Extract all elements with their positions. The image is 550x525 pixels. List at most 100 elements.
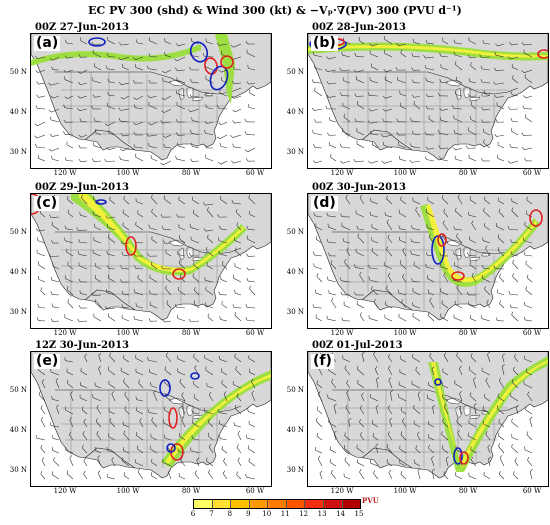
wind-barb [326,56,337,60]
barb-flag [246,49,248,53]
wind-barb [52,447,60,454]
barb-flag [148,122,152,126]
wind-barb [401,299,407,309]
barb-flag [37,155,39,159]
wind-barb [400,355,407,363]
barb-flag [497,155,499,159]
barb-staff [315,292,323,296]
barb-flag [400,471,403,475]
barb-staff [524,77,533,84]
barb-flag [222,470,225,474]
wind-barb [325,68,337,73]
barb-staff [247,228,256,231]
wind-barb [219,435,228,441]
barb-staff [150,293,158,296]
barb-flag [122,421,124,425]
wind-barb [79,290,88,296]
barb-staff [372,436,379,441]
barb-flag [135,198,137,202]
barb-flag [368,315,370,319]
wind-barb [369,77,379,84]
lat-label: 30 N [9,148,27,156]
negative-advection-contour [190,372,200,380]
wind-barb [189,94,200,98]
barb-staff [221,383,228,389]
wind-barb [440,64,449,71]
wind-barb [357,233,365,244]
barb-staff [385,95,393,99]
barb-flag [118,107,121,111]
wind-barb [511,127,519,136]
panel-c: 00Z 29-Jun-2013 (c) 50 N 40 N 30 N 120 W 100… [5,182,272,342]
barb-staff [457,197,463,205]
barb-staff [442,397,449,402]
barb-flag [248,355,250,359]
wind-barb [312,51,323,58]
wind-barb [367,120,379,124]
barb-flag [484,196,486,200]
barb-flag [178,472,180,477]
barb-staff [246,437,256,441]
wind-barb [359,194,365,205]
barb-staff [412,291,421,296]
barb-flag [64,314,66,318]
barb-flag [399,260,402,264]
barb-flag [344,432,346,436]
barb-flag [328,141,330,146]
barb-flag [315,289,317,294]
wind-barb [526,431,533,441]
barb-flag [92,249,94,254]
barb-flag [497,289,499,293]
wind-barb [234,353,242,363]
barb-staff [194,473,200,480]
barb-staff [498,380,505,389]
barb-flag [397,289,400,293]
wind-barb [111,457,116,467]
wind-barb [399,445,407,454]
wind-barb [497,289,505,296]
barb-staff [177,371,186,376]
map-frame: (a) [30,33,272,169]
wind-barb [137,210,144,218]
barb-staff [513,474,519,480]
barb-staff [52,134,60,137]
wind-barb [135,354,144,363]
wind-barb [64,76,74,84]
barb-staff [53,460,60,467]
barb-staff [361,354,365,363]
wind-barb [355,248,365,257]
colorbar-swatch [194,500,213,508]
wind-barb [510,117,519,123]
colorbar-tick: 7 [209,510,214,518]
barb-staff [327,215,337,218]
barb-staff [106,160,116,163]
barb-staff [511,130,519,136]
wind-barb [66,368,74,376]
wind-barb [208,392,214,402]
wind-barb [328,117,337,123]
wind-barb [135,368,144,376]
barb-flag [35,228,39,232]
barb-flag [521,70,525,74]
barb-flag [339,143,342,147]
barb-flag [108,408,110,412]
barb-staff [443,355,449,363]
barb-flag [453,129,455,134]
barb-flag [466,291,469,296]
barb-staff [526,213,533,218]
barb-staff [417,470,421,480]
barb-staff [413,407,421,415]
wind-barb [389,390,394,402]
barb-staff [51,216,60,218]
barb-flag [249,89,251,93]
barb-staff [164,41,172,45]
barb-flag [387,272,391,276]
barb-flag [166,300,169,304]
map-canvas [308,34,548,168]
wind-barb [181,403,186,415]
barb-flag [249,368,250,373]
barb-staff [234,307,242,309]
wind-barb [63,104,74,110]
barb-flag [218,162,222,165]
barb-staff [248,461,256,467]
